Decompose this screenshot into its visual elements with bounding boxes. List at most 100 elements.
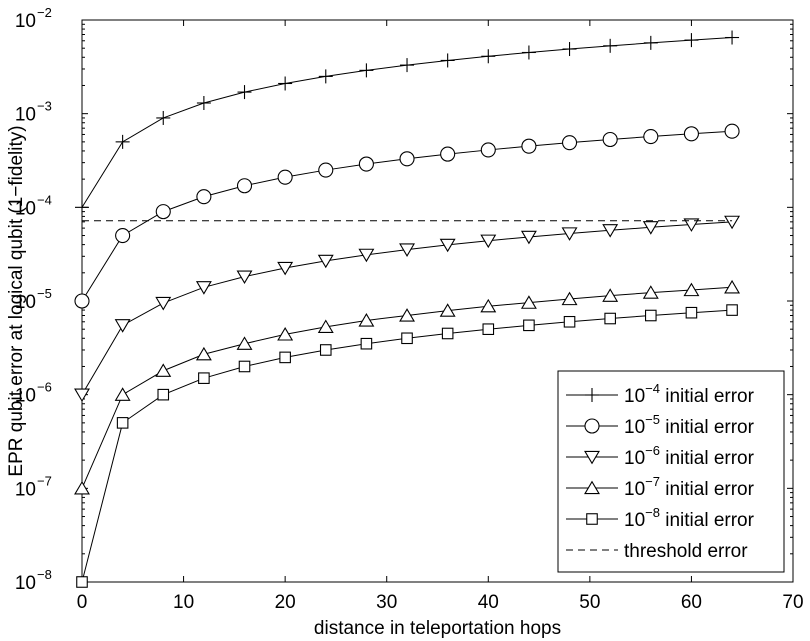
y-tick-label: 10 <box>15 479 36 500</box>
legend-label: 10−4 initial error <box>624 381 755 407</box>
circle-marker <box>74 293 90 309</box>
x-tick-label: 0 <box>77 592 88 613</box>
x-tick-label: 30 <box>376 592 397 613</box>
triangle-up-marker <box>195 346 212 361</box>
plus-marker <box>585 388 599 402</box>
square-marker <box>116 417 129 429</box>
y-tick-label: 10 <box>15 105 36 126</box>
y-tick-label: 10 <box>15 292 36 313</box>
legend-item-threshold: threshold error <box>566 541 748 562</box>
y-tick-exponent: −2 <box>37 5 52 20</box>
circle-marker <box>277 169 293 185</box>
y-tick-base: 10 <box>15 386 36 407</box>
triangle-up-marker <box>277 327 294 341</box>
square-marker <box>726 304 738 316</box>
circle-marker <box>155 204 171 220</box>
circle-marker <box>399 151 415 167</box>
plus-marker <box>400 58 415 73</box>
triangle-up-marker <box>236 336 253 350</box>
plus-marker <box>562 42 577 57</box>
legend-label-text: initial error <box>660 510 755 531</box>
circle-marker <box>318 162 334 178</box>
y-tick-exponent: −6 <box>37 380 52 395</box>
triangle-down-marker <box>584 450 600 465</box>
triangle-up-marker <box>114 387 131 401</box>
y-tick-base: 10 <box>15 11 36 32</box>
plus-marker <box>684 33 699 48</box>
triangle-up-marker <box>399 308 415 322</box>
circle-marker <box>236 178 253 194</box>
legend-item-plus: 10−4 initial error <box>566 381 755 407</box>
plus-marker <box>643 35 658 50</box>
legend-label-exponent: −7 <box>645 474 660 489</box>
square-marker <box>482 323 495 335</box>
y-tick-exponent: −7 <box>37 473 52 488</box>
circle-marker <box>521 138 537 154</box>
legend-item-circle: 10−5 initial error <box>566 412 755 438</box>
square-marker <box>76 576 88 588</box>
x-tick-label: 60 <box>681 592 702 613</box>
plus-marker <box>237 85 252 100</box>
legend-label: 10−6 initial error <box>624 443 755 469</box>
square-marker <box>279 351 291 364</box>
y-tick-exponent: −8 <box>37 567 52 582</box>
y-tick-label: 10 <box>15 11 36 32</box>
triangle-down-marker <box>155 296 172 311</box>
triangle-up-marker <box>317 319 334 333</box>
legend-label-base: 10 <box>624 479 645 500</box>
triangle-up-marker <box>724 279 741 294</box>
legend-box <box>557 370 785 573</box>
square-marker <box>441 327 454 340</box>
y-tick-base: 10 <box>15 198 36 219</box>
plus-marker <box>115 134 130 149</box>
plus-marker <box>196 95 211 110</box>
square-marker <box>401 332 413 345</box>
legend-label-exponent: −5 <box>645 412 660 427</box>
triangle-down-marker <box>236 270 253 285</box>
triangle-up-marker <box>602 288 619 302</box>
y-tick-base: 10 <box>15 105 36 126</box>
series-triangle-up <box>74 279 741 495</box>
triangle-down-marker <box>439 238 456 253</box>
circle-marker <box>683 126 699 142</box>
plus-marker <box>156 110 171 125</box>
y-axis-ticks: 10−810−710−610−510−410−310−2 <box>15 5 793 594</box>
x-tick-label: 70 <box>782 592 803 613</box>
legend-label-base: 10 <box>624 417 645 438</box>
triangle-down-marker <box>683 218 700 232</box>
y-tick-base: 10 <box>15 292 36 313</box>
triangle-down-marker <box>642 221 659 235</box>
legend-label: threshold error <box>624 541 748 562</box>
x-axis-label: distance in teleportation hops <box>314 618 561 639</box>
circle-marker <box>440 146 456 162</box>
square-marker <box>685 306 698 319</box>
triangle-up-marker <box>584 480 600 495</box>
triangle-down-marker <box>358 248 375 263</box>
plus-marker <box>481 49 496 64</box>
plus-marker <box>359 63 374 78</box>
triangle-down-marker <box>561 227 578 241</box>
legend-label-base: 10 <box>624 448 645 469</box>
plus-marker <box>75 200 89 215</box>
triangle-up-marker <box>561 291 578 306</box>
square-marker <box>563 315 576 328</box>
plus-marker <box>318 69 333 84</box>
triangle-down-marker <box>277 261 294 276</box>
circle-marker <box>602 131 618 148</box>
series-plus <box>75 30 740 215</box>
x-tick-label: 40 <box>478 592 499 613</box>
y-tick-exponent: −3 <box>37 99 52 114</box>
triangle-down-marker <box>480 234 497 249</box>
triangle-down-marker <box>74 388 90 403</box>
x-tick-label: 20 <box>275 592 296 613</box>
legend-label-exponent: −8 <box>645 505 660 520</box>
triangle-down-marker <box>317 254 334 269</box>
plus-marker <box>440 53 455 68</box>
legend-item-triangle-up: 10−7 initial error <box>566 474 755 500</box>
square-marker <box>604 312 616 325</box>
plus-marker <box>521 45 536 60</box>
triangle-down-marker <box>114 319 131 333</box>
triangle-down-marker <box>399 243 415 257</box>
y-tick-label: 10 <box>15 573 36 594</box>
